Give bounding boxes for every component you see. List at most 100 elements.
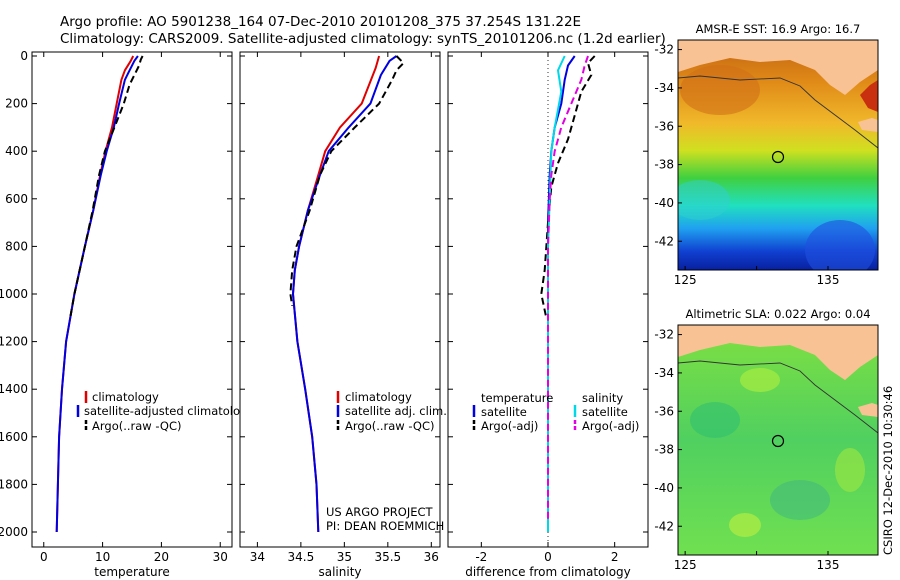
map-y-tick-label: -36 (654, 404, 674, 418)
temperature-xlabel: temperature (94, 565, 169, 579)
sla-map-panel: Altimetric SLA: 0.022 Argo: 0.04 125 135 -… (654, 307, 879, 572)
temperature-lines (55, 55, 144, 533)
legend-argo-label: Argo(..raw -QC) (92, 419, 182, 433)
legend-satellite-label: satellite-adjusted climatology (84, 404, 254, 418)
salinity-axes-box (239, 51, 441, 548)
pi-annotation: PI: DEAN ROEMMICH (326, 519, 444, 533)
legend-sal-satellite-label: satellite (582, 405, 628, 419)
y-tick-label: 600 (5, 192, 28, 206)
island-land (858, 403, 878, 417)
map-y-tick-label: -32 (654, 328, 674, 342)
temperature-axes-box (31, 51, 233, 548)
map-y-tick-label: -40 (654, 196, 674, 210)
sst-map-ticks: 125 135 -32 -34 -36 -38 -40 -42 (654, 43, 839, 287)
y-tick-label: 400 (5, 144, 28, 158)
map-y-tick-label: -32 (654, 43, 674, 57)
series-line-argo-raw-qc- (69, 55, 144, 318)
series-line-satellite-adjusted-climatology (55, 55, 139, 533)
temperature-legend: climatology satellite-adjusted climatolo… (76, 390, 254, 433)
temperature-panel: 0 10 20 30 0 200 400 600 800 1000 1200 1400 1600 1800… (0, 49, 254, 579)
y-tick-label: 1400 (0, 382, 28, 396)
y-tick-label: 2000 (0, 525, 28, 539)
x-tick-label: 34 (250, 550, 265, 564)
map-y-tick-label: -36 (654, 119, 674, 133)
x-tick-label: 2 (611, 550, 619, 564)
x-tick-label: 20 (154, 550, 169, 564)
legend-temp-argo-label: Argo(-adj) (481, 419, 538, 433)
series-line-salinity-satellite (547, 55, 566, 532)
land-mass (678, 325, 878, 380)
y-tick-label: 0 (20, 49, 28, 63)
argo-location-marker (771, 150, 785, 164)
series-line-satellite-adj-clim- (292, 55, 398, 533)
series-line-temperature-argo-adj- (540, 55, 596, 319)
map-y-tick-label: -40 (654, 481, 674, 495)
difference-panel: -2 0 2 difference from climatology tempera… (447, 51, 649, 579)
sst-cool-patch (805, 220, 875, 270)
legend-climatology-label: climatology (345, 390, 412, 404)
x-tick-label: 35.5 (374, 550, 401, 564)
header-line-2: Climatology: CARS2009. Satellite-adjuste… (60, 31, 666, 47)
x-tick-label: 30 (213, 550, 228, 564)
difference-legend: temperature satellite Argo(-adj) salinit… (472, 391, 639, 433)
legend-salinity-heading: salinity (582, 391, 623, 405)
sla-high-patch (835, 448, 865, 492)
map-y-tick-label: -38 (654, 443, 674, 457)
difference-xlabel: difference from climatology (465, 565, 631, 579)
legend-temp-satellite-label: satellite (481, 405, 527, 419)
project-annotation: US ARGO PROJECT (326, 505, 434, 519)
sla-low-patch (690, 402, 740, 438)
salinity-ticks: 34 34.5 35 35.5 36 (240, 52, 440, 564)
x-tick-label: 36 (424, 550, 439, 564)
map-y-tick-label: -42 (654, 519, 674, 533)
difference-lines (540, 55, 596, 532)
island-land (858, 118, 878, 132)
y-tick-label: 1200 (0, 335, 28, 349)
bathymetry-contour (678, 360, 878, 434)
legend-satellite-label: satellite adj. clim. (345, 404, 447, 418)
sla-map-frame (677, 324, 879, 556)
y-tick-label: 1600 (0, 430, 28, 444)
argo-location-marker (771, 434, 785, 448)
bathymetry-contour (678, 75, 878, 149)
credit-label: CSIRO 12-Dec-2010 10:30:46 (881, 386, 895, 555)
map-x-tick-label: 125 (674, 273, 697, 287)
x-tick-label: 34.5 (288, 550, 315, 564)
map-x-tick-label: 135 (817, 558, 840, 572)
y-tick-label: 800 (5, 239, 28, 253)
map-y-tick-label: -34 (654, 81, 674, 95)
sst-map-title: AMSR-E SST: 16.9 Argo: 16.7 (696, 22, 861, 36)
sst-map-image (678, 40, 878, 270)
sla-high-patch (740, 368, 780, 392)
sla-map-ticks: 125 135 -32 -34 -36 -38 -40 -42 (654, 328, 839, 572)
x-tick-label: -2 (475, 550, 487, 564)
y-tick-label: 200 (5, 97, 28, 111)
series-line-salinity-argo-adj- (547, 55, 589, 521)
map-y-tick-label: -34 (654, 366, 674, 380)
legend-temperature-heading: temperature (481, 391, 553, 405)
map-y-tick-label: -42 (654, 234, 674, 248)
land-mass (678, 40, 878, 95)
sst-warm-patch (680, 65, 760, 115)
map-x-tick-label: 135 (817, 273, 840, 287)
header-line-1: Argo profile: AO 5901238_164 07-Dec-2010… (60, 14, 581, 30)
sla-map-image (678, 325, 878, 555)
sla-map-title: Altimetric SLA: 0.022 Argo: 0.04 (685, 307, 870, 321)
sla-low-patch (770, 480, 830, 520)
legend-argo-label: Argo(..raw -QC) (345, 419, 435, 433)
y-tick-label: 1000 (0, 287, 28, 301)
legend-sal-argo-label: Argo(-adj) (582, 419, 639, 433)
salinity-panel: 34 34.5 35 35.5 36 salinity climatology sate… (239, 51, 447, 579)
salinity-xlabel: salinity (318, 565, 361, 579)
salinity-lines (289, 55, 405, 533)
legend-climatology-label: climatology (92, 390, 159, 404)
sst-map-frame (677, 39, 879, 271)
x-tick-label: 0 (544, 550, 552, 564)
x-tick-label: 0 (40, 550, 48, 564)
sst-map-panel: AMSR-E SST: 16.9 Argo: 16.7 125 135 -32 -34… (654, 22, 879, 287)
y-tick-label: 1800 (0, 477, 28, 491)
x-tick-label: 10 (95, 550, 110, 564)
sst-cyan-patch (678, 180, 730, 220)
sla-high-patch (729, 513, 761, 537)
sst-coastal-hot-spot (860, 80, 878, 112)
